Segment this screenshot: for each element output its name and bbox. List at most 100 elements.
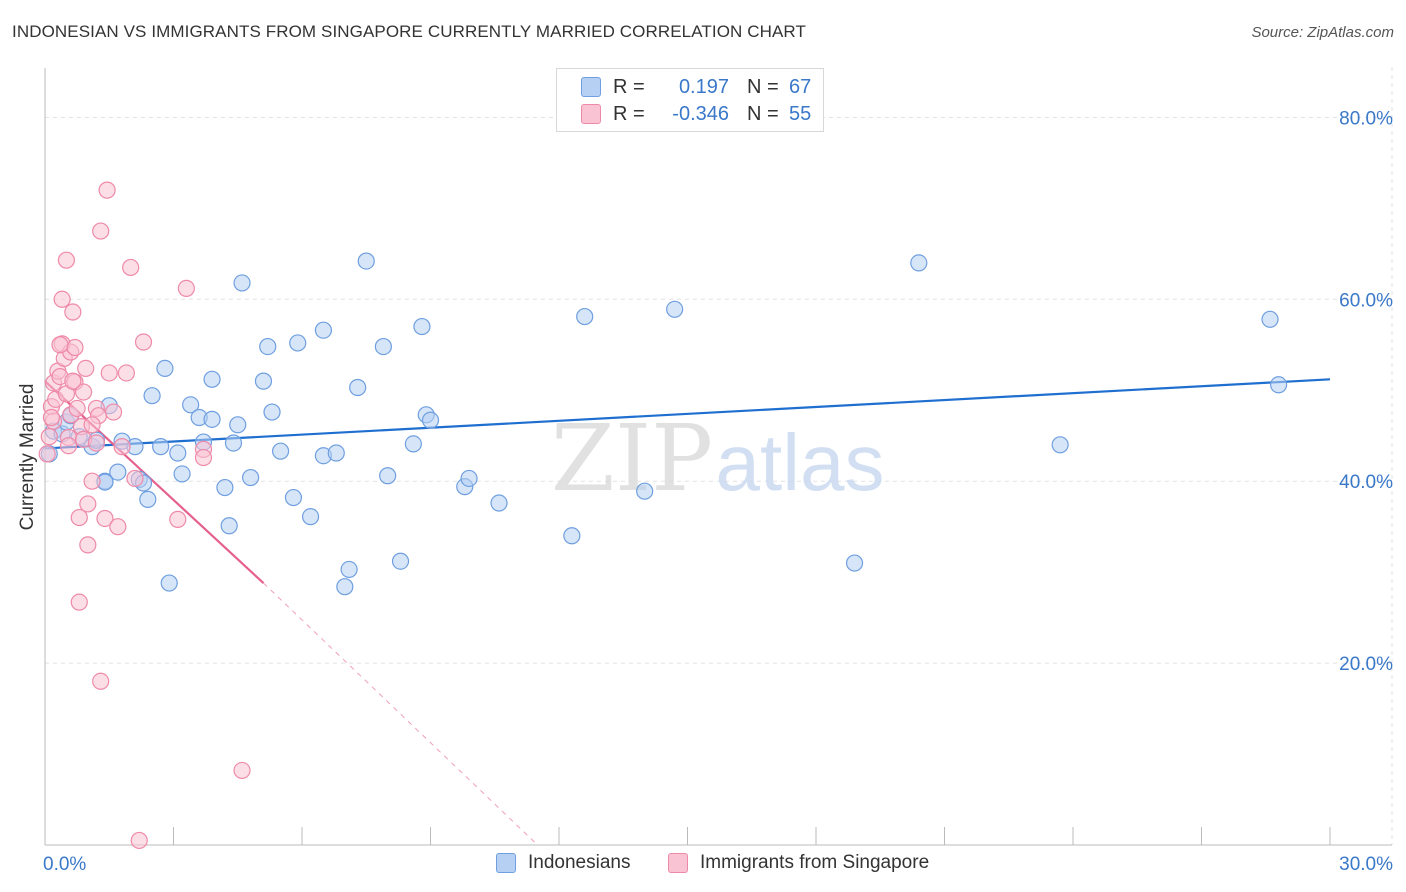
watermark-atlas: atlas bbox=[716, 418, 885, 507]
indonesians-point bbox=[1261, 310, 1279, 328]
y-tick-label: 60.0% bbox=[1339, 290, 1393, 311]
indonesians-point bbox=[233, 274, 251, 292]
singapore-point bbox=[104, 403, 123, 421]
x-tick-label: 0.0% bbox=[43, 854, 86, 875]
singapore-trendline-extension bbox=[263, 582, 538, 846]
indonesians-point bbox=[314, 321, 333, 339]
indonesians-point bbox=[152, 438, 170, 456]
indonesians-point bbox=[301, 508, 320, 526]
y-axis-title: Currently Married bbox=[17, 384, 38, 531]
indonesians-point bbox=[1269, 376, 1288, 394]
singapore-point bbox=[64, 303, 82, 321]
singapore-point bbox=[64, 372, 82, 390]
singapore-point bbox=[83, 472, 101, 490]
singapore-point bbox=[126, 469, 144, 488]
series-swatch-blue bbox=[496, 853, 516, 873]
legend-r-value: -0.346 bbox=[672, 102, 729, 125]
indonesians-point bbox=[636, 482, 654, 500]
indonesians-point bbox=[460, 469, 478, 488]
indonesians-point bbox=[404, 435, 422, 453]
legend-n-value: 67 bbox=[789, 75, 812, 98]
indonesians-trendline bbox=[44, 378, 1331, 450]
indonesians-point bbox=[173, 465, 191, 483]
singapore-point bbox=[134, 333, 153, 351]
indonesians-point bbox=[421, 411, 440, 429]
singapore-point bbox=[169, 510, 187, 528]
stats-legend: R = 0.197 N = 67 R = -0.346 N = 55 bbox=[556, 68, 824, 132]
indonesians-point bbox=[143, 387, 161, 405]
singapore-point bbox=[122, 258, 140, 277]
indonesians-point bbox=[109, 463, 127, 481]
indonesians-point bbox=[182, 396, 200, 414]
source-label: Source: ZipAtlas.com bbox=[1251, 24, 1394, 41]
singapore-point bbox=[109, 518, 127, 536]
label-layer: 20.0% 40.0% 60.0% 80.0% 0.0% 30.0% bbox=[43, 108, 1393, 875]
legend-row-singapore: R = -0.346 N = 55 bbox=[581, 102, 811, 126]
indonesians-point bbox=[289, 334, 307, 352]
singapore-point bbox=[92, 222, 110, 240]
singapore-point bbox=[59, 437, 78, 455]
series-label-indonesians: Indonesians bbox=[528, 852, 631, 873]
series-legend-indonesians[interactable]: Indonesians bbox=[496, 852, 630, 874]
singapore-point bbox=[51, 336, 69, 354]
indonesians-point bbox=[490, 494, 508, 512]
singapore-point bbox=[83, 416, 101, 434]
indonesians-point bbox=[327, 444, 345, 462]
singapore-point bbox=[87, 434, 106, 452]
indonesians-point bbox=[284, 488, 303, 507]
legend-n-label: N = bbox=[747, 75, 779, 98]
indonesians-point bbox=[391, 552, 410, 570]
indonesians-point bbox=[139, 490, 157, 508]
series-legend: Indonesians Immigrants from Singapore bbox=[0, 852, 1406, 878]
indonesians-point bbox=[336, 578, 354, 596]
legend-swatch-pink bbox=[581, 104, 601, 124]
singapore-point bbox=[53, 290, 71, 308]
singapore-point bbox=[66, 338, 84, 357]
legend-r-value: 0.197 bbox=[678, 75, 729, 98]
indonesians-point bbox=[216, 478, 234, 497]
singapore-point bbox=[77, 359, 95, 378]
indonesians-point bbox=[379, 467, 397, 485]
indonesians-point bbox=[263, 403, 281, 421]
x-tick-label: 30.0% bbox=[1339, 854, 1393, 875]
series-swatch-pink bbox=[668, 853, 688, 873]
singapore-point bbox=[38, 445, 56, 463]
singapore-point bbox=[74, 383, 93, 401]
indonesians-point bbox=[203, 410, 221, 428]
singapore-point bbox=[130, 831, 148, 850]
singapore-point bbox=[70, 508, 88, 527]
indonesians-point bbox=[340, 560, 358, 579]
indonesians-point bbox=[563, 527, 581, 545]
chart-title: INDONESIAN VS IMMIGRANTS FROM SINGAPORE … bbox=[12, 22, 806, 41]
indonesians-point bbox=[160, 574, 178, 592]
grid-layer bbox=[45, 67, 1393, 845]
y-tick-label: 20.0% bbox=[1339, 654, 1393, 675]
indonesians-point bbox=[845, 554, 864, 572]
singapore-point bbox=[233, 761, 251, 780]
singapore-point bbox=[100, 364, 118, 382]
singapore-point bbox=[96, 509, 114, 528]
series-layer bbox=[38, 181, 1288, 850]
indonesians-point bbox=[349, 378, 367, 397]
singapore-point bbox=[113, 438, 131, 456]
singapore-point bbox=[177, 279, 195, 297]
indonesians-point bbox=[220, 517, 238, 535]
watermark-zip: ZIP bbox=[551, 405, 713, 512]
singapore-point bbox=[40, 428, 58, 446]
indonesians-point bbox=[203, 370, 221, 388]
indonesians-point bbox=[413, 317, 431, 336]
singapore-point bbox=[42, 408, 61, 427]
indonesians-point bbox=[156, 359, 174, 378]
singapore-point bbox=[194, 448, 213, 467]
singapore-point bbox=[92, 672, 110, 690]
singapore-point bbox=[68, 399, 86, 418]
singapore-point bbox=[117, 364, 135, 382]
y-tick-label: 80.0% bbox=[1339, 108, 1393, 129]
indonesians-point bbox=[229, 416, 247, 434]
indonesians-point bbox=[357, 252, 375, 270]
indonesians-point bbox=[224, 434, 243, 452]
series-legend-singapore[interactable]: Immigrants from Singapore bbox=[668, 852, 929, 874]
indonesians-point bbox=[374, 337, 392, 356]
singapore-point bbox=[79, 495, 97, 513]
